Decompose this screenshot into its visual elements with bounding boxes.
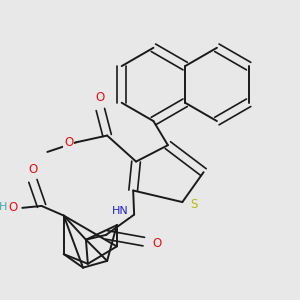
Text: HN: HN: [112, 206, 129, 216]
Text: H: H: [0, 202, 7, 212]
Text: O: O: [28, 163, 38, 176]
Text: S: S: [190, 199, 198, 212]
Text: O: O: [64, 136, 73, 149]
Text: O: O: [96, 92, 105, 104]
Text: O: O: [8, 201, 17, 214]
Text: O: O: [153, 237, 162, 250]
